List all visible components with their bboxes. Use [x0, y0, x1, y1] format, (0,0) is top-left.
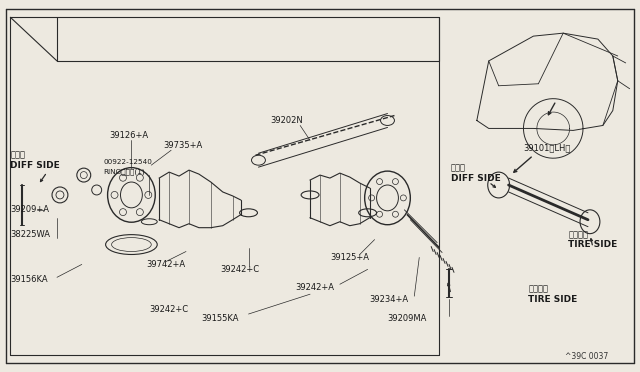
Text: 39101（LH）: 39101（LH） [524, 144, 571, 153]
Text: TIRE SIDE: TIRE SIDE [529, 295, 578, 304]
Text: 00922-12540: 00922-12540 [104, 159, 152, 165]
Text: 39155KA: 39155KA [201, 314, 238, 324]
Text: DIFF SIDE: DIFF SIDE [451, 174, 500, 183]
Text: 39209+A: 39209+A [10, 205, 49, 214]
Text: TIRE SIDE: TIRE SIDE [568, 240, 618, 249]
Text: 39242+A: 39242+A [295, 283, 334, 292]
Text: 39125+A: 39125+A [330, 253, 369, 262]
Text: デフ側: デフ側 [10, 151, 26, 160]
Text: 39242+C: 39242+C [149, 305, 188, 314]
Text: デフ側: デフ側 [451, 164, 466, 173]
Text: ^39C 0037: ^39C 0037 [564, 352, 608, 361]
Text: 39742+A: 39742+A [147, 260, 186, 269]
Text: 39156KA: 39156KA [10, 275, 48, 284]
Text: 39242+C: 39242+C [221, 265, 260, 274]
Text: タイヤ側: タイヤ側 [529, 285, 548, 294]
Text: 39126+A: 39126+A [109, 131, 148, 140]
Text: 39209MA: 39209MA [387, 314, 427, 324]
Text: タイヤ側: タイヤ側 [568, 230, 588, 239]
Text: 39202N: 39202N [270, 116, 303, 125]
Text: RINGリング(1): RINGリング(1) [104, 169, 145, 176]
Text: 39234+A: 39234+A [370, 295, 409, 304]
Text: DIFF SIDE: DIFF SIDE [10, 161, 60, 170]
Text: 38225WA: 38225WA [10, 230, 51, 239]
Text: 39735+A: 39735+A [163, 141, 202, 150]
